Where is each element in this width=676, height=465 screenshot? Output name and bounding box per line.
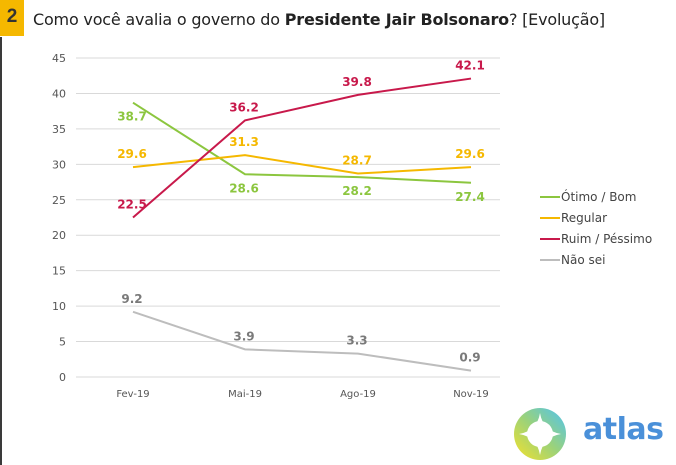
y-tick-label: 0: [59, 371, 66, 384]
series-line-2: [132, 77, 472, 219]
brand-name: atlas: [583, 412, 664, 447]
legend-swatch: [540, 258, 560, 261]
x-tick-label: Mai-19: [228, 389, 262, 400]
y-tick-label: 45: [52, 52, 66, 65]
data-label: 22.5: [117, 198, 147, 212]
data-label: 36.2: [229, 100, 259, 114]
question-number-badge: 2: [0, 0, 24, 36]
legend-item: Ótimo / Bom: [540, 186, 652, 207]
y-tick-label: 40: [52, 87, 66, 100]
title-prefix: Como você avalia o governo do: [33, 10, 285, 29]
legend-label: Regular: [561, 210, 608, 225]
data-label: 29.6: [117, 147, 147, 161]
y-tick-label: 25: [52, 194, 66, 207]
legend-label: Ótimo / Bom: [561, 189, 637, 204]
data-label: 29.6: [455, 147, 485, 161]
data-label: 27.4: [455, 190, 485, 204]
data-label: 0.9: [459, 351, 480, 365]
x-tick-label: Nov-19: [453, 389, 489, 400]
legend-swatch: [540, 216, 560, 219]
legend-item: Não sei: [540, 249, 652, 270]
atlas-logo-icon: [514, 408, 566, 460]
y-tick-label: 5: [59, 336, 66, 349]
chart-title: Como você avalia o governo do Presidente…: [33, 10, 605, 29]
series-line-0: [132, 101, 472, 184]
legend-item: Regular: [540, 207, 652, 228]
x-tick-label: Ago-19: [340, 389, 376, 400]
title-suffix: ? [Evolução]: [508, 10, 605, 29]
legend: Ótimo / Bom Regular Ruim / Péssimo Não sei: [540, 186, 652, 270]
data-label: 3.3: [346, 334, 367, 348]
x-tick-label: Fev-19: [116, 389, 149, 400]
data-label: 28.7: [342, 154, 372, 168]
series-line-3: [132, 310, 472, 372]
legend-label: Não sei: [561, 252, 606, 267]
y-tick-label: 30: [52, 158, 66, 171]
y-tick-label: 20: [52, 229, 66, 242]
y-tick-label: 10: [52, 300, 66, 313]
data-label: 39.8: [342, 75, 372, 89]
legend-label: Ruim / Péssimo: [561, 231, 653, 246]
data-label: 31.3: [229, 135, 259, 149]
title-bold: Presidente Jair Bolsonaro: [284, 10, 509, 29]
legend-item: Ruim / Péssimo: [540, 228, 652, 249]
legend-swatch: [540, 195, 560, 198]
series-line-1: [132, 154, 472, 175]
data-label: 38.7: [117, 110, 147, 124]
data-label: 42.1: [455, 59, 485, 73]
left-border: [0, 37, 2, 465]
data-label: 28.2: [342, 184, 372, 198]
data-label: 3.9: [233, 329, 254, 343]
y-tick-label: 35: [52, 123, 66, 136]
y-tick-label: 15: [52, 265, 66, 278]
data-label: 9.2: [121, 292, 142, 306]
legend-swatch: [540, 237, 560, 240]
data-label: 28.6: [229, 181, 259, 195]
